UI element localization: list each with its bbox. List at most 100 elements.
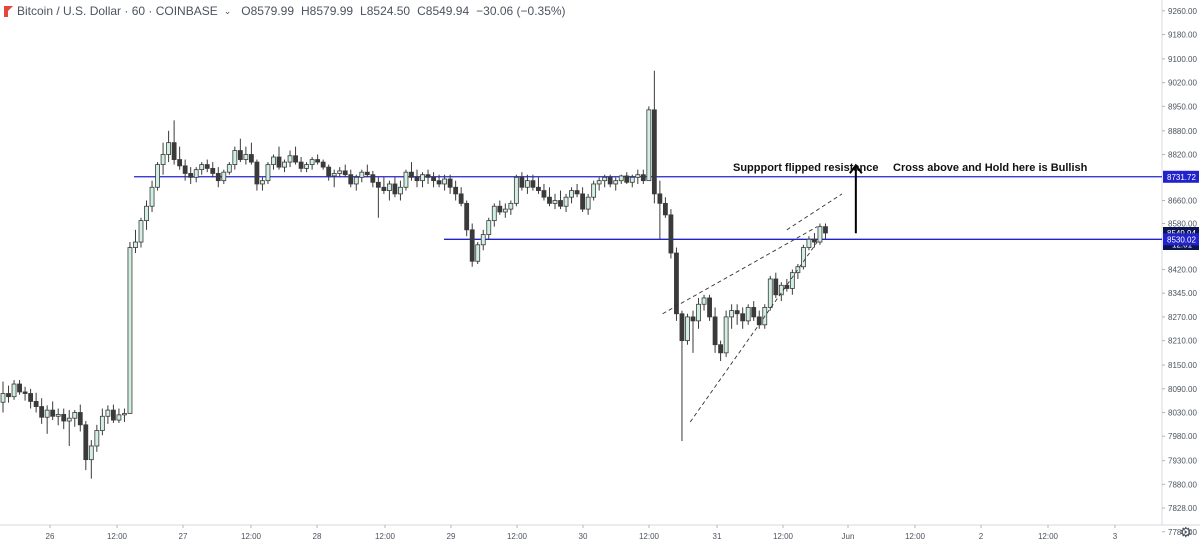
y-tick-label: 8090.00 — [1168, 385, 1197, 394]
candle — [696, 297, 701, 329]
candle — [375, 177, 381, 218]
candle-body — [287, 155, 293, 163]
candle — [99, 408, 105, 436]
candle-body — [315, 159, 321, 163]
chevron-down-icon[interactable]: ⌄ — [223, 5, 232, 16]
candle-body — [812, 238, 817, 243]
candle — [204, 159, 210, 173]
candle-body — [116, 414, 122, 421]
chart-header: Bitcoin / U.S. Dollar · 60 · COINBASE ⌄ … — [0, 0, 573, 22]
candle-body — [525, 180, 530, 188]
candle — [33, 392, 39, 413]
candle-body — [823, 226, 828, 234]
x-tick-label: 12:00 — [1038, 532, 1059, 541]
candle — [773, 272, 779, 298]
candle-body — [712, 316, 718, 346]
candle-body — [375, 181, 381, 188]
gear-icon[interactable]: ⚙ — [1179, 524, 1192, 540]
candle — [591, 180, 597, 201]
candle-body — [237, 150, 243, 160]
candle — [232, 146, 238, 170]
candle — [193, 167, 199, 183]
candle-body — [293, 155, 298, 163]
candle — [260, 177, 265, 191]
candle — [386, 180, 392, 201]
candle — [337, 167, 343, 178]
candle — [508, 200, 514, 215]
candle-body — [431, 176, 436, 182]
y-tick-label: 8880.00 — [1168, 127, 1197, 136]
x-tick-label: 12:00 — [773, 532, 794, 541]
candle-body — [502, 208, 508, 213]
candle-body — [497, 205, 503, 213]
candle-body — [629, 176, 635, 183]
candle-body — [61, 413, 67, 422]
price-tag — [1163, 170, 1199, 183]
x-tick-label: 28 — [313, 532, 322, 541]
candle-body — [348, 174, 354, 185]
candle — [409, 162, 414, 181]
candle-body — [403, 171, 409, 188]
x-tick-label: 27 — [179, 532, 188, 541]
candle-body — [651, 109, 657, 195]
candle-body — [122, 413, 127, 416]
candle-body — [166, 142, 172, 155]
candle-body — [751, 307, 757, 318]
candle-body — [138, 220, 144, 243]
y-tick-label: 8030.00 — [1168, 408, 1197, 417]
candle-body — [729, 310, 735, 318]
candle — [740, 307, 746, 329]
candle — [552, 193, 558, 210]
candle-body — [72, 412, 78, 419]
candle — [801, 244, 806, 270]
candle-body — [784, 284, 790, 289]
tradingview-logo-icon — [4, 5, 13, 17]
candle-body — [646, 109, 652, 182]
candle — [541, 183, 547, 201]
candle-body — [386, 183, 392, 191]
candle-body — [718, 344, 723, 354]
y-tick-label: 8345.00 — [1168, 289, 1197, 298]
candle-body — [6, 393, 11, 398]
candle — [61, 408, 67, 430]
candle — [127, 242, 133, 414]
candle — [663, 197, 668, 218]
candle — [364, 164, 370, 178]
candle — [144, 200, 149, 230]
candle — [414, 169, 420, 188]
x-tick-label: 12:00 — [107, 532, 128, 541]
candle-body — [111, 409, 116, 421]
candle — [519, 172, 525, 191]
candle-body — [215, 173, 221, 182]
candle — [491, 203, 497, 227]
candle-body — [657, 193, 663, 204]
low-value: L8524.50 — [360, 4, 411, 18]
candle — [381, 177, 387, 194]
candle — [574, 183, 580, 198]
candle-body — [55, 413, 61, 417]
candle — [44, 405, 50, 434]
candle-body — [44, 409, 50, 418]
y-tick-label: 8950.00 — [1168, 102, 1197, 111]
symbol-title[interactable]: Bitcoin / U.S. Dollar · 60 · COINBASE — [17, 4, 218, 18]
candle — [447, 174, 453, 194]
candle-body — [177, 159, 183, 167]
candle-body — [607, 176, 613, 185]
x-tick-label: 2 — [979, 532, 984, 541]
candle-body — [624, 175, 630, 183]
candle-body — [442, 178, 448, 185]
candle-body — [596, 180, 602, 185]
candle — [530, 174, 536, 191]
x-tick-label: 3 — [1113, 532, 1118, 541]
trend-line — [662, 226, 818, 315]
candle-body — [182, 165, 188, 174]
candle-body — [243, 154, 249, 160]
candle-body — [133, 241, 138, 248]
candle — [701, 294, 707, 311]
candle — [723, 310, 729, 357]
candle-body — [188, 173, 194, 178]
candle — [182, 159, 188, 181]
candle — [712, 307, 718, 353]
candle — [657, 180, 663, 240]
